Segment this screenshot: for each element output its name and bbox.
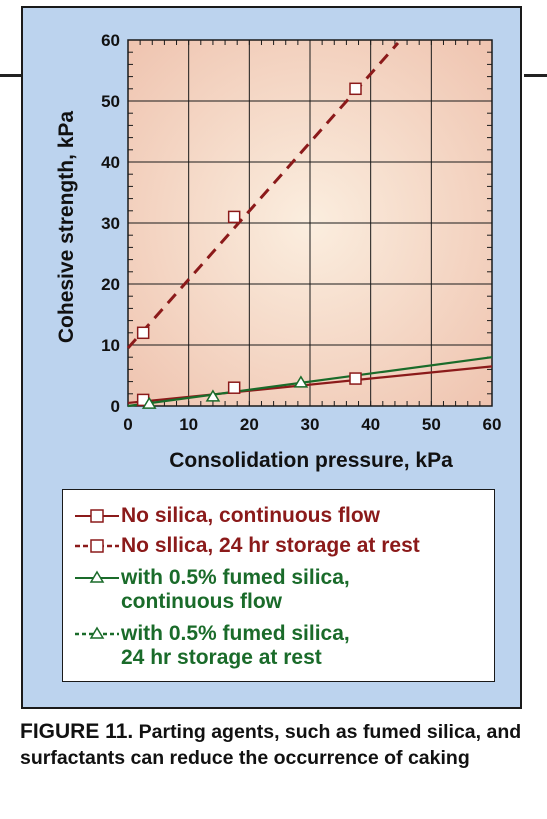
y-tick-label: 0 [111, 397, 120, 416]
caption-text: Parting agents, such as fumed silica, an… [20, 721, 522, 769]
marker-triangle [141, 396, 157, 409]
legend: No silica, continuous flow No sllica, 24… [62, 489, 495, 682]
y-tick-label: 50 [101, 92, 120, 111]
series-line-2 [127, 356, 493, 408]
section-rule-left [0, 74, 22, 77]
tick-labels: 0 10 20 30 40 50 60 0 10 20 30 40 50 60 [101, 31, 501, 434]
legend-label: with 0.5% fumed silica, 24 hr storage at… [121, 622, 350, 669]
legend-swatch-triangle-solid [75, 570, 119, 583]
series-line-1 [126, 42, 400, 350]
legend-item-fumed-silica-continuous: with 0.5% fumed silica, continuous flow [75, 566, 350, 614]
x-axis-label: Consolidation pressure, kPa [169, 449, 453, 472]
legend-label: No sllica, 24 hr storage at rest [121, 534, 420, 557]
x-tick-label: 30 [301, 415, 320, 434]
legend-swatch-square-dashed [75, 539, 119, 553]
series-markers [136, 82, 362, 409]
legend-label: No silica, continuous flow [121, 504, 381, 527]
x-tick-label: 0 [123, 415, 132, 434]
marker-square [136, 326, 150, 340]
marker-triangle [205, 389, 221, 402]
y-tick-label: 60 [101, 31, 120, 50]
section-rule-right [524, 74, 547, 77]
marker-square [227, 381, 241, 394]
x-tick-label: 40 [361, 415, 380, 434]
legend-swatch-triangle-dashed [75, 626, 119, 639]
marker-square [349, 372, 362, 385]
legend-item-no-silica-storage: No sllica, 24 hr storage at rest [75, 534, 420, 558]
legend-label: with 0.5% fumed silica, continuous flow [121, 566, 350, 613]
legend-swatch-square-solid [75, 509, 119, 523]
x-tick-label: 20 [240, 415, 259, 434]
series-lines [126, 42, 493, 408]
y-axis-label: Cohesive strength, kPa [55, 111, 78, 344]
figure-caption: FIGURE 11. Parting agents, such as fumed… [20, 719, 540, 771]
x-tick-label: 50 [422, 415, 441, 434]
marker-square [227, 210, 241, 224]
x-tick-label: 10 [179, 415, 198, 434]
y-tick-label: 40 [101, 153, 120, 172]
legend-item-fumed-silica-storage: with 0.5% fumed silica, 24 hr storage at… [75, 622, 350, 670]
legend-item-no-silica-continuous: No silica, continuous flow [75, 504, 380, 528]
marker-square [349, 82, 362, 96]
figure-label: FIGURE 11. [20, 720, 134, 743]
x-tick-label: 60 [483, 415, 502, 434]
marker-triangle [293, 375, 309, 388]
y-tick-label: 30 [101, 214, 120, 233]
plot-border [127, 39, 493, 407]
y-tick-label: 20 [101, 275, 120, 294]
y-tick-label: 10 [101, 336, 120, 355]
